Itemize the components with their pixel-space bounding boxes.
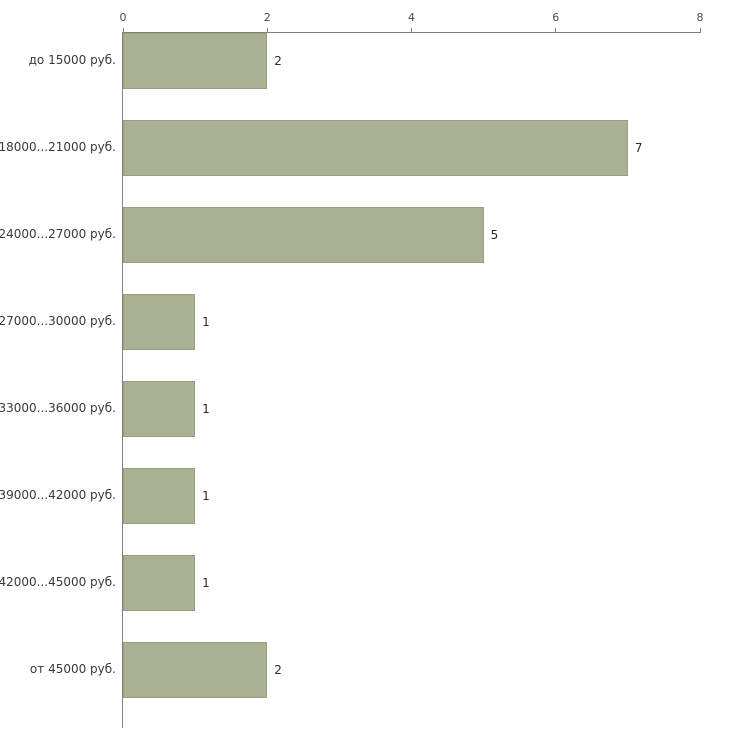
bar [123, 33, 268, 89]
bar-row: 1 [123, 555, 700, 611]
bar [123, 120, 628, 176]
category-label: 27000...30000 руб. [0, 314, 116, 328]
bar-value-label: 1 [202, 489, 210, 503]
x-tick-mark [266, 28, 268, 33]
x-tick-mark [411, 28, 412, 33]
bar-value-label: 1 [202, 315, 210, 329]
bar-value-label: 2 [274, 54, 282, 68]
bar-row: 2 [123, 642, 700, 698]
category-label: 18000...21000 руб. [0, 140, 116, 154]
bar [123, 294, 196, 350]
x-tick-label: 6 [552, 11, 560, 24]
x-tick-label: 0 [119, 11, 127, 24]
bar-value-label: 2 [274, 663, 282, 677]
x-tick-mark [122, 28, 124, 33]
bar-row: 1 [123, 468, 700, 524]
bar [123, 468, 196, 524]
category-label: 39000...42000 руб. [0, 488, 116, 502]
category-label: от 45000 руб. [29, 662, 116, 676]
bar-value-label: 1 [202, 402, 210, 416]
bar-row: 1 [123, 381, 700, 437]
bar-row: 2 [123, 33, 700, 89]
bar [123, 555, 196, 611]
bar [123, 207, 484, 263]
bar-row: 5 [123, 207, 700, 263]
bar-value-label: 1 [202, 576, 210, 590]
x-tick-mark [555, 28, 557, 33]
bar [123, 381, 196, 437]
category-label: 42000...45000 руб. [0, 575, 116, 589]
bar-row: 1 [123, 294, 700, 350]
bar-value-label: 5 [490, 228, 499, 242]
bar [123, 642, 268, 698]
category-label: 24000...27000 руб. [0, 227, 116, 241]
category-label: 33000...36000 руб. [0, 401, 116, 415]
x-tick-mark [699, 28, 701, 33]
plot-area: 0 2 4 6 8 2 7 5 1 1 1 1 2 [120, 11, 704, 728]
category-label: до 15000 руб. [28, 53, 116, 67]
bar-row: 7 [123, 120, 700, 176]
bar-value-label: 7 [634, 141, 643, 155]
x-tick-label: 8 [696, 11, 704, 24]
x-tick-label: 4 [408, 11, 415, 24]
x-tick-label: 2 [263, 11, 271, 24]
